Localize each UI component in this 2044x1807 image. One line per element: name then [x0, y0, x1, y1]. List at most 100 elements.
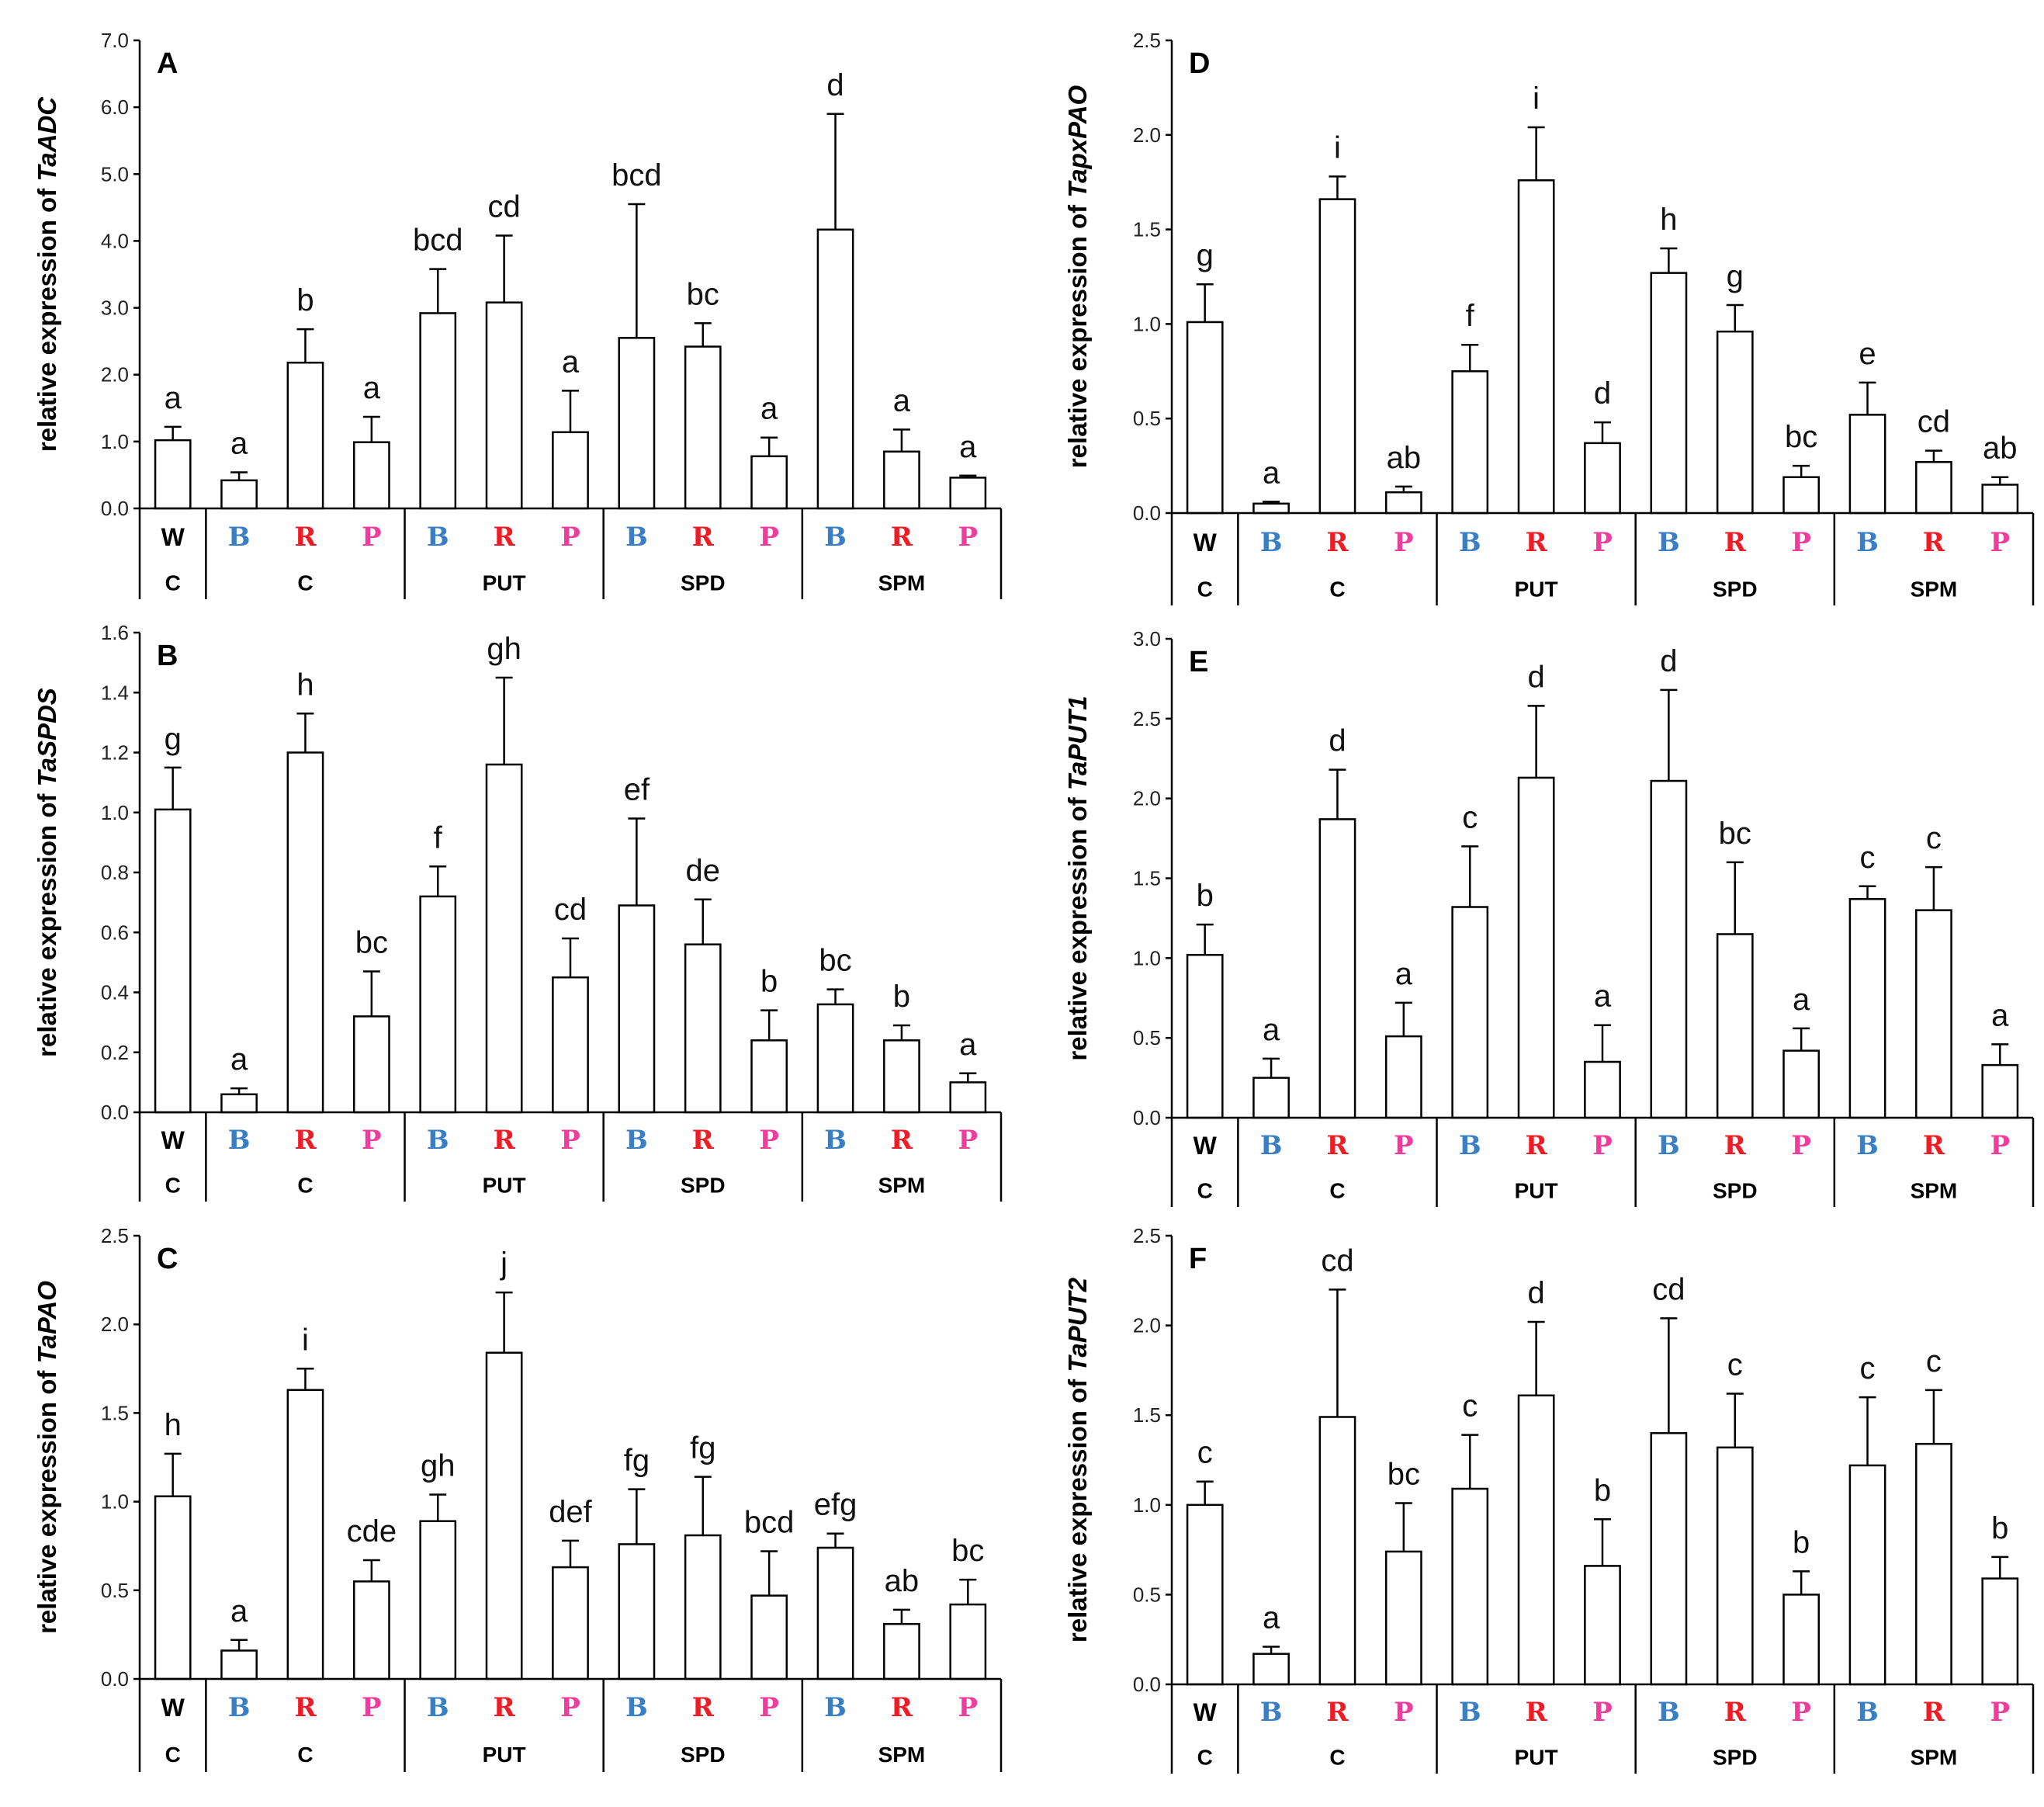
light-label-p: P	[1394, 527, 1414, 558]
significance-letter: bcd	[744, 1506, 795, 1540]
significance-letter: bc	[1719, 817, 1751, 851]
panel-c: 0.0 0.5 1.0 1.5 2.0 2.5 relative expression of…	[33, 1224, 1003, 1772]
bar	[618, 337, 656, 510]
light-label-r: R	[891, 522, 913, 553]
y-axis-title-gene: TaSPDS	[33, 688, 61, 786]
group-label-put: PUT	[1515, 1746, 1558, 1770]
y-tick-label: 0.8	[101, 861, 129, 884]
significance-letter: def	[549, 1495, 592, 1529]
significance-letter: gh	[421, 1448, 456, 1483]
y-axis-title-gene: TaPUT2	[1063, 1277, 1092, 1372]
bar	[1186, 1504, 1224, 1686]
light-label-p: P	[1791, 1130, 1811, 1161]
y-tick-label: 0.5	[1133, 1583, 1161, 1606]
light-label-r: R	[1923, 1697, 1945, 1728]
y-tick-label: 0.0	[1133, 1106, 1161, 1129]
bar	[1384, 1035, 1422, 1119]
y-axis-title: relative expression of TaSPDS	[33, 688, 61, 1057]
significance-letter: ab	[1387, 441, 1422, 475]
bar	[1318, 818, 1356, 1119]
y-axis-title: relative expression of TaADC	[33, 96, 61, 452]
significance-letter: i	[1334, 130, 1341, 165]
significance-letter: a	[1594, 980, 1612, 1014]
significance-letter: cd	[1321, 1243, 1353, 1278]
group-label-spm: SPM	[1911, 1179, 1958, 1203]
bar	[1186, 953, 1224, 1119]
significance-letter: f	[434, 820, 443, 855]
significance-letter: bc	[687, 277, 719, 311]
light-label-p: P	[560, 522, 580, 553]
light-label-b: B	[1856, 527, 1879, 558]
light-label-b: B	[228, 1692, 251, 1723]
significance-letter: a	[230, 1042, 248, 1077]
y-axis-title-gene: TapxPAO	[1063, 85, 1092, 197]
light-label-p: P	[1990, 1697, 2011, 1728]
significance-letter: b	[296, 283, 314, 317]
bar	[1915, 1442, 1952, 1686]
light-label-b: B	[824, 522, 847, 553]
y-tick-label: 3.0	[101, 297, 129, 320]
light-label-p: P	[759, 522, 779, 553]
y-tick-label: 0.5	[1133, 407, 1161, 430]
significance-letter: a	[893, 383, 911, 418]
light-label-p: P	[362, 522, 382, 553]
significance-letter: a	[363, 371, 381, 405]
bar	[883, 1039, 920, 1114]
bar	[1451, 906, 1489, 1119]
panel-label: D	[1189, 47, 1210, 80]
significance-letter: a	[1793, 983, 1810, 1017]
significance-letter: d	[1329, 724, 1346, 758]
y-tick-label: 0.5	[101, 1579, 129, 1602]
y-tick-label: 2.5	[1133, 1224, 1161, 1247]
significance-letter: de	[686, 854, 721, 888]
significance-letter: b	[1793, 1525, 1810, 1559]
significance-letter: b	[1197, 879, 1214, 913]
y-tick-label: 6.0	[101, 95, 129, 119]
significance-letter: bcd	[413, 224, 463, 258]
light-label-r: R	[1525, 1130, 1547, 1161]
light-label-w: W	[161, 523, 185, 551]
significance-letter: cd	[1652, 1272, 1685, 1306]
significance-letter: e	[1859, 337, 1876, 371]
significance-letter: fg	[690, 1431, 715, 1465]
significance-letter: c	[1926, 821, 1942, 855]
y-tick-label: 1.0	[1133, 946, 1161, 969]
significance-letter: d	[1660, 644, 1677, 678]
light-label-w: W	[161, 1126, 185, 1154]
significance-letter: bc	[819, 944, 851, 978]
y-tick-label: 1.5	[101, 1401, 129, 1424]
light-label-b: B	[1856, 1697, 1879, 1728]
panel-f: 0.0 0.5 1.0 1.5 2.0 2.5 relative expression of…	[1063, 1224, 2035, 1774]
light-label-r: R	[1326, 1697, 1349, 1728]
light-label-b: B	[625, 1125, 648, 1156]
y-tick-label: 1.5	[1133, 1403, 1161, 1427]
bar	[883, 1622, 920, 1680]
bar	[1848, 1464, 1886, 1686]
significance-letter: ab	[885, 1564, 920, 1598]
group-label-spd: SPD	[681, 1743, 726, 1767]
bar	[1650, 779, 1688, 1119]
bar	[1318, 1416, 1356, 1686]
bar	[286, 1389, 324, 1680]
group-label-spm: SPM	[878, 1743, 926, 1767]
light-label-w: W	[161, 1694, 185, 1722]
panel-label: F	[1189, 1243, 1207, 1275]
light-label-p: P	[1592, 527, 1613, 558]
bar	[684, 1534, 722, 1680]
y-axis-title-prefix: relative expression of	[33, 1363, 61, 1633]
y-tick-label: 4.0	[101, 229, 129, 252]
light-label-b: B	[228, 522, 251, 553]
group-label-spm: SPM	[1911, 1746, 1958, 1770]
bar	[816, 228, 854, 510]
light-label-b: B	[1459, 527, 1481, 558]
group-label-c: C	[1329, 1746, 1345, 1770]
light-label-b: B	[824, 1125, 847, 1156]
bar	[750, 455, 788, 510]
bar	[1517, 776, 1555, 1119]
bar	[1848, 897, 1886, 1119]
significance-letter: ab	[1983, 432, 2018, 466]
bar	[1716, 330, 1754, 515]
bar	[154, 1495, 192, 1680]
significance-letter: fg	[624, 1444, 650, 1478]
bar	[1517, 179, 1555, 515]
